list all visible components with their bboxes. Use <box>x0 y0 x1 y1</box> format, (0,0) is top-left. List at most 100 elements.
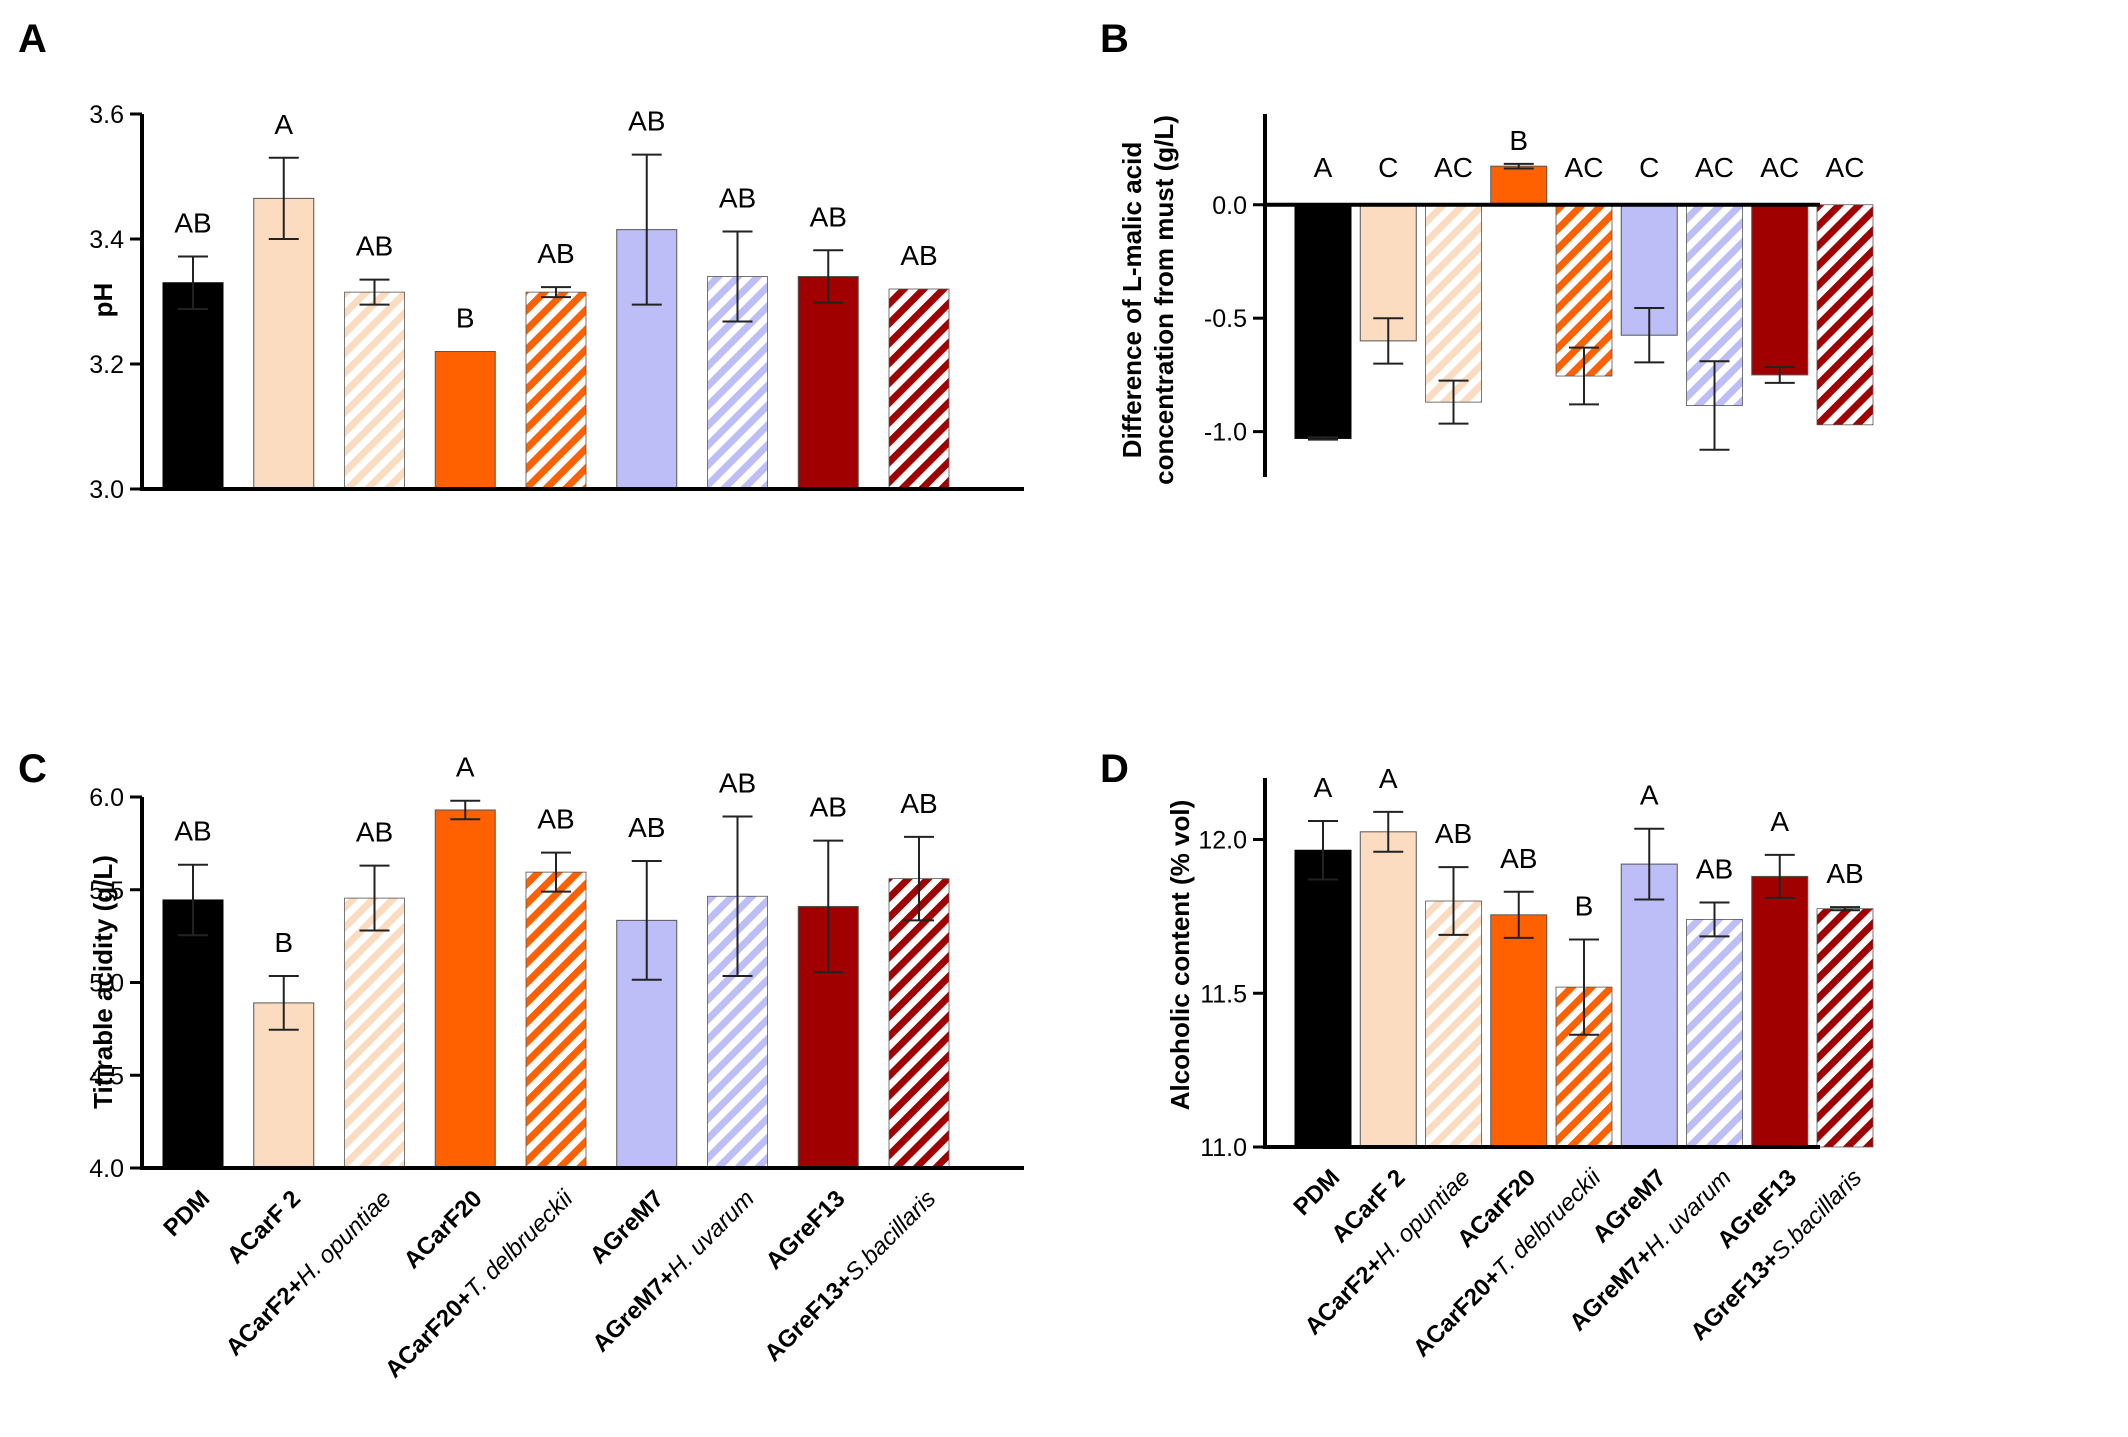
significance-letter: AB <box>628 812 665 843</box>
chart-panel-b: -1.0 -0.5 0.0 Difference of L-malic acid con… <box>1117 114 1874 485</box>
category-label-part: ACarF20+ <box>380 1284 479 1383</box>
y-axis-label-line: concentration from must (g/L) <box>1149 115 1179 485</box>
y-axis-label-line: Alcoholic content (% vol) <box>1165 800 1195 1111</box>
significance-letter: AB <box>900 788 937 819</box>
significance-letter: AB <box>174 816 211 847</box>
significance-letter: AB <box>174 208 211 239</box>
category-label-part: AGreF13+ <box>1685 1246 1785 1346</box>
category-label: ACarF20 <box>398 1185 487 1274</box>
panel-a-letter: A <box>18 17 47 61</box>
significance-letter: AB <box>810 792 847 823</box>
panel-d-letter: D <box>1100 747 1129 791</box>
significance-letter: B <box>1575 890 1594 921</box>
bar <box>1751 204 1809 376</box>
significance-letter: A <box>456 752 475 783</box>
bar <box>1490 165 1548 206</box>
significance-letter: B <box>274 927 293 958</box>
significance-letter: C <box>1639 152 1659 183</box>
y-tick-label: 11.0 <box>1200 1134 1247 1162</box>
bar <box>1294 849 1352 1148</box>
y-tick-label: 11.5 <box>1200 980 1247 1008</box>
category-label: PDM <box>158 1185 215 1242</box>
bar <box>1425 900 1482 1148</box>
bar <box>344 897 405 1169</box>
y-tick-label: 3.6 <box>89 101 124 129</box>
category-label-part: AGreF13 <box>761 1185 851 1275</box>
bar <box>434 351 496 490</box>
bar <box>434 809 496 1169</box>
y-axis-label-line: Difference of L-malic acid <box>1117 142 1147 458</box>
chart-panel-a: 3.0 3.2 3.4 3.6 pH AB A AB B AB AB AB AB AB <box>88 101 1024 504</box>
y-tick-label: 3.0 <box>89 476 124 504</box>
category-label: ACarF2+H. opuntiae <box>220 1185 396 1361</box>
category-label-part: H. opuntiae <box>291 1185 397 1291</box>
y-axis-label-line: Titirable acidity (g/L) <box>88 855 118 1109</box>
bar <box>1816 204 1874 426</box>
bar <box>1425 204 1482 403</box>
category-label-part: S.bacillaris <box>840 1185 941 1286</box>
category-label: AGreF13 <box>761 1185 851 1275</box>
panel-c-letter: C <box>18 747 47 791</box>
significance-letter: AB <box>356 231 393 262</box>
bar <box>1490 914 1548 1148</box>
bar <box>1620 863 1678 1148</box>
significance-letter: AB <box>810 201 847 232</box>
category-label-part: ACarF2+ <box>1299 1251 1388 1340</box>
panel-b-letter: B <box>1100 17 1129 61</box>
significance-letter: AC <box>1565 152 1604 183</box>
significance-letter: AB <box>719 767 756 798</box>
significance-letter: AB <box>356 817 393 848</box>
bar <box>1816 908 1874 1148</box>
bar <box>162 282 224 490</box>
bar <box>525 871 587 1169</box>
bar <box>525 291 587 490</box>
bar <box>888 288 950 490</box>
significance-letter: AB <box>719 183 756 214</box>
y-axis-label: Difference of L-malic acid concentration … <box>1117 115 1179 485</box>
significance-letter: AB <box>1435 818 1472 849</box>
category-label: AGreF13+S.bacillaris <box>759 1185 941 1367</box>
category-label: PDM <box>1288 1164 1345 1221</box>
significance-letter: A <box>1770 806 1789 837</box>
y-tick-label: -1.0 <box>1204 419 1247 447</box>
y-tick-label: 5.0 <box>89 970 124 998</box>
significance-letter: AB <box>537 238 574 269</box>
category-label: AGreM7 <box>585 1185 669 1269</box>
bar <box>797 276 859 490</box>
bar <box>1294 204 1352 439</box>
y-axis-label: Titirable acidity (g/L) <box>88 855 118 1109</box>
y-axis-label: Alcoholic content (% vol) <box>1165 800 1195 1111</box>
y-tick-label: -0.5 <box>1204 305 1247 333</box>
y-axis-label: pH <box>88 283 118 318</box>
category-label: AGreM7+H. uvarum <box>587 1185 759 1357</box>
significance-letter: AB <box>1500 843 1537 874</box>
bar <box>1359 831 1417 1148</box>
significance-letter: A <box>1379 763 1398 794</box>
y-tick-label: 12.0 <box>1198 827 1247 855</box>
category-label-part: ACarF 2 <box>222 1185 306 1269</box>
bar <box>344 291 405 490</box>
category-label: ACarF20+T. delbrueckii <box>380 1185 579 1384</box>
y-tick-label: 4.5 <box>89 1062 124 1090</box>
panel-b: B <box>1100 17 1129 61</box>
significance-letter: AC <box>1695 152 1734 183</box>
significance-letter: AC <box>1760 152 1799 183</box>
y-tick-label: 3.2 <box>89 351 124 379</box>
category-label-part: H. uvarum <box>662 1185 759 1282</box>
bar <box>1751 875 1809 1148</box>
category-label-part: ACarF2+ <box>220 1272 309 1361</box>
significance-letter: AB <box>537 804 574 835</box>
panel-c: C <box>18 747 47 791</box>
significance-letter: B <box>456 303 475 334</box>
y-tick-label: 4.0 <box>89 1155 124 1183</box>
y-tick-label: 6.0 <box>89 784 124 812</box>
category-label-part: AGreM7+ <box>587 1263 681 1357</box>
significance-letter: AB <box>900 240 937 271</box>
y-tick-label: 0.0 <box>1212 192 1247 220</box>
bar <box>162 899 224 1169</box>
category-label-part: ACarF20 <box>398 1185 487 1274</box>
category-label-part: ACarF20+ <box>1408 1263 1507 1362</box>
